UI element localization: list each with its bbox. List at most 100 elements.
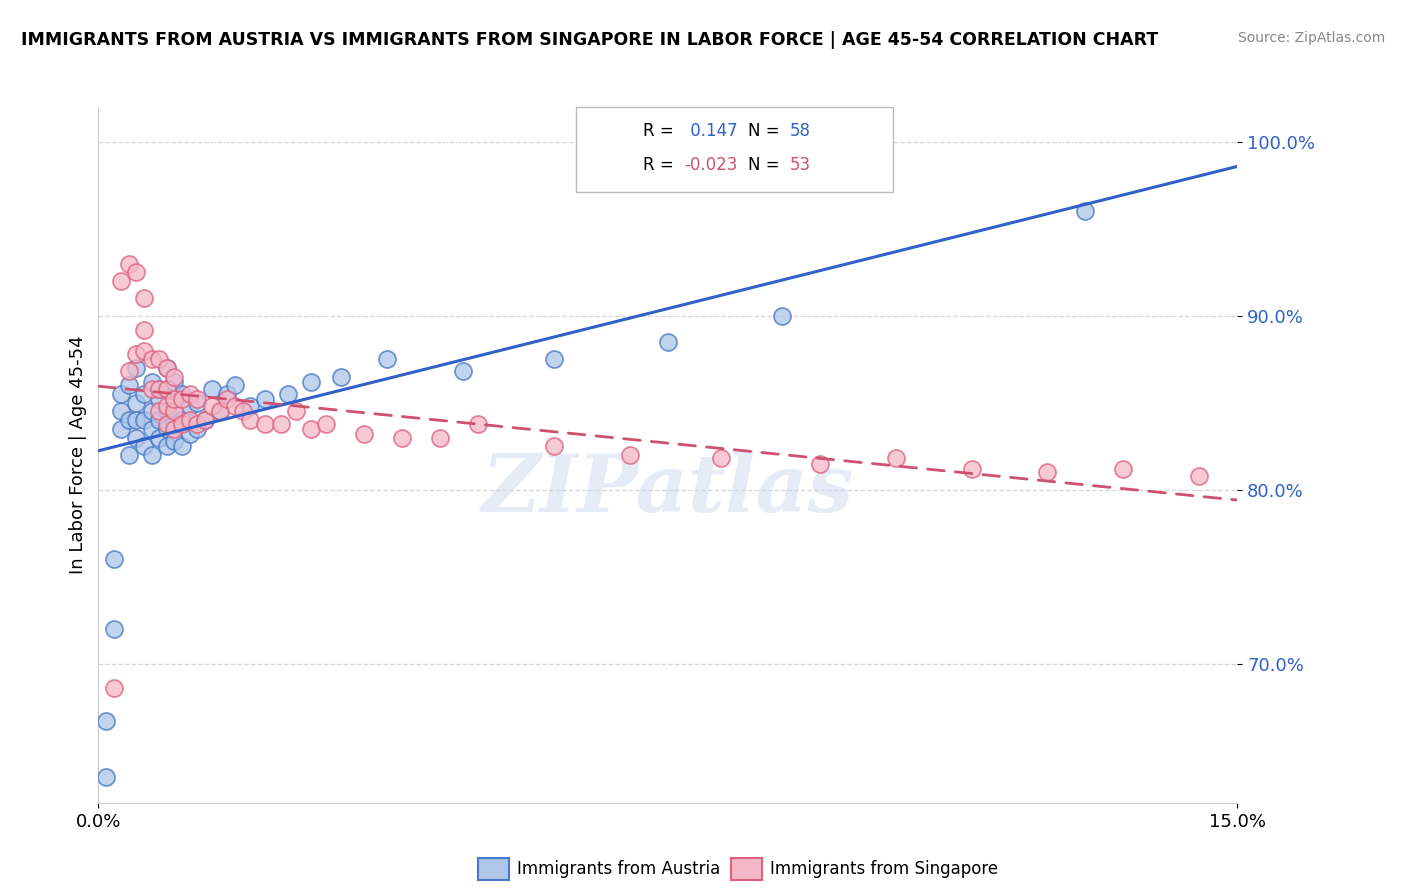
Text: ZIPatlas: ZIPatlas	[482, 451, 853, 528]
Point	[451, 364, 474, 378]
Point	[163, 434, 186, 448]
Text: 58: 58	[790, 122, 811, 140]
Point	[141, 422, 163, 436]
Point	[125, 413, 148, 427]
Text: Immigrants from Singapore: Immigrants from Singapore	[770, 860, 998, 878]
Point	[118, 413, 141, 427]
Point	[141, 375, 163, 389]
Point	[960, 462, 983, 476]
Point	[277, 387, 299, 401]
Point	[156, 399, 179, 413]
Point	[125, 395, 148, 409]
Point	[467, 417, 489, 431]
Point	[141, 448, 163, 462]
Point	[217, 387, 239, 401]
Point	[156, 382, 179, 396]
Point	[770, 309, 793, 323]
Point	[148, 382, 170, 396]
Text: 53: 53	[790, 156, 811, 174]
Point	[110, 422, 132, 436]
Point	[299, 422, 322, 436]
Point	[239, 413, 262, 427]
Y-axis label: In Labor Force | Age 45-54: In Labor Force | Age 45-54	[69, 335, 87, 574]
Point	[163, 392, 186, 407]
Point	[224, 378, 246, 392]
Point	[284, 404, 307, 418]
Text: R =: R =	[643, 122, 679, 140]
Point	[125, 265, 148, 279]
Text: -0.023: -0.023	[685, 156, 738, 174]
Point	[1036, 465, 1059, 479]
Point	[543, 352, 565, 367]
Text: IMMIGRANTS FROM AUSTRIA VS IMMIGRANTS FROM SINGAPORE IN LABOR FORCE | AGE 45-54 : IMMIGRANTS FROM AUSTRIA VS IMMIGRANTS FR…	[21, 31, 1159, 49]
Point	[110, 404, 132, 418]
Text: 0.147: 0.147	[685, 122, 737, 140]
Point	[94, 770, 117, 784]
Point	[429, 430, 451, 444]
Point	[543, 439, 565, 453]
Point	[103, 622, 125, 636]
Point	[353, 427, 375, 442]
Point	[156, 417, 179, 431]
Point	[148, 392, 170, 407]
Point	[118, 256, 141, 270]
Point	[94, 714, 117, 728]
Point	[141, 404, 163, 418]
Point	[194, 413, 217, 427]
Point	[710, 451, 733, 466]
Point	[1074, 204, 1097, 219]
Point	[170, 439, 193, 453]
Point	[179, 413, 201, 427]
Point	[224, 399, 246, 413]
Point	[186, 422, 208, 436]
Point	[391, 430, 413, 444]
Point	[163, 392, 186, 407]
Point	[201, 382, 224, 396]
Point	[163, 422, 186, 436]
Point	[232, 404, 254, 418]
Point	[118, 378, 141, 392]
Point	[179, 387, 201, 401]
Point	[315, 417, 337, 431]
Point	[170, 392, 193, 407]
Point	[163, 375, 186, 389]
Point	[141, 352, 163, 367]
Point	[148, 382, 170, 396]
Point	[148, 352, 170, 367]
Point	[254, 392, 277, 407]
Text: R =: R =	[643, 156, 679, 174]
Point	[132, 387, 155, 401]
Point	[103, 681, 125, 695]
Point	[132, 291, 155, 305]
Point	[657, 334, 679, 349]
Point	[186, 395, 208, 409]
Point	[110, 274, 132, 288]
Point	[186, 392, 208, 407]
Point	[163, 369, 186, 384]
Point	[170, 413, 193, 427]
Point	[208, 404, 231, 418]
Point	[103, 552, 125, 566]
Point	[1188, 468, 1211, 483]
Text: N =: N =	[748, 122, 785, 140]
Point	[156, 382, 179, 396]
Point	[808, 457, 831, 471]
Point	[201, 399, 224, 413]
Point	[125, 347, 148, 361]
Point	[194, 413, 217, 427]
Point	[1112, 462, 1135, 476]
Point	[132, 343, 155, 358]
Point	[179, 399, 201, 413]
Point	[170, 417, 193, 431]
Point	[163, 404, 186, 418]
Point	[217, 392, 239, 407]
Point	[148, 430, 170, 444]
Point	[163, 404, 186, 418]
Point	[208, 404, 231, 418]
Point	[132, 439, 155, 453]
Point	[141, 382, 163, 396]
Point	[163, 417, 186, 431]
Point	[132, 323, 155, 337]
Point	[270, 417, 292, 431]
Point	[884, 451, 907, 466]
